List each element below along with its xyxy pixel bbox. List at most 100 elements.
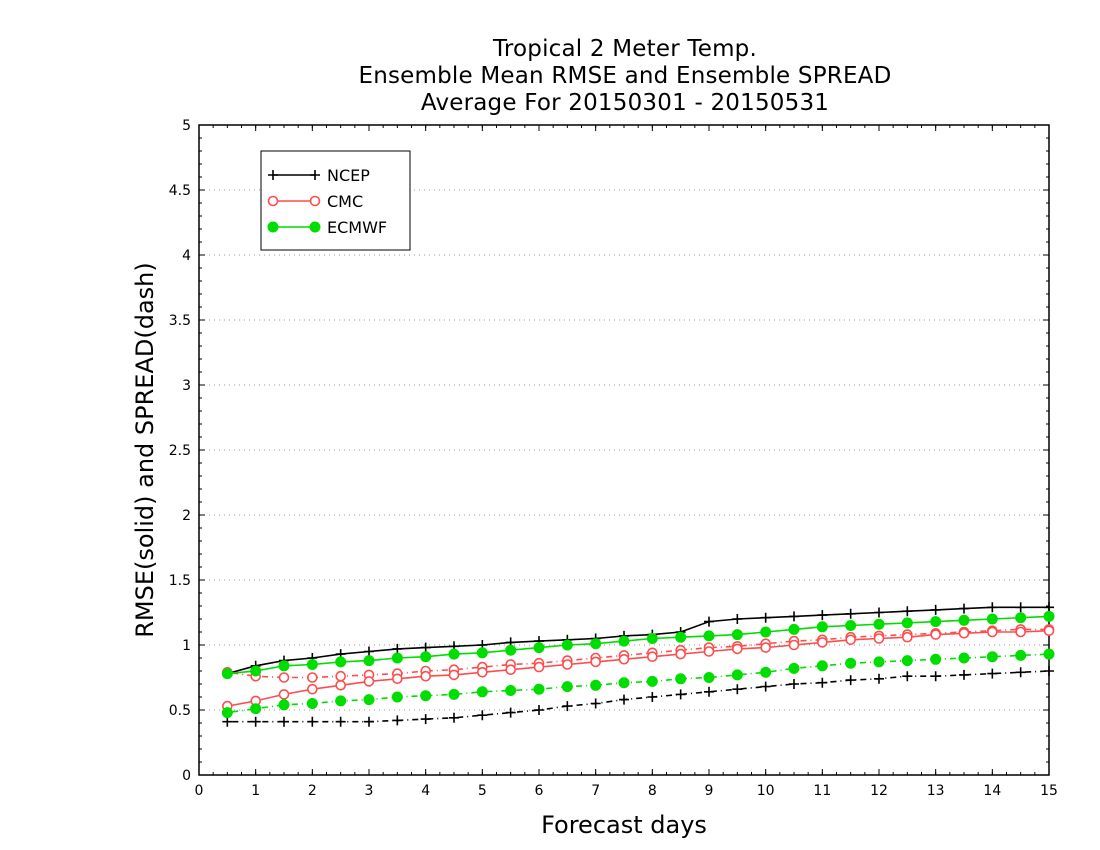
ecmwf-rmse-point: [533, 642, 545, 654]
ncep-spread-point: [420, 714, 431, 725]
ncep-rmse-point: [959, 603, 969, 614]
ncep-rmse-point: [902, 606, 913, 617]
ecmwf-rmse-point: [873, 618, 885, 630]
series-layer: [221, 602, 1055, 727]
legend-marker-cmc: [267, 195, 279, 207]
ecmwf-spread-point: [646, 675, 658, 687]
y-axis-label: RMSE(solid) and SPREAD(dash): [131, 262, 159, 638]
cmc-rmse-point: [1015, 626, 1026, 638]
ecmwf-rmse-point: [816, 621, 828, 633]
cmc-rmse-point: [817, 637, 828, 648]
ncep-rmse-point: [392, 643, 403, 654]
ncep-rmse-point: [732, 614, 743, 624]
ecmwf-spread-point: [533, 683, 545, 695]
cmc-rmse-point: [675, 648, 686, 660]
ecmwf-spread-point: [448, 688, 460, 700]
y-tick-label: 1: [182, 638, 191, 654]
ncep-rmse-point: [817, 610, 828, 621]
series-cmc: [222, 624, 1055, 712]
cmc-rmse-point: [278, 689, 290, 700]
chart-title-line-2: Ensemble Mean RMSE and Ensemble SPREAD: [358, 63, 892, 89]
legend-label-ncep: NCEP: [327, 166, 370, 185]
ecmwf-rmse-point: [675, 631, 687, 643]
ncep-spread-point: [392, 715, 403, 726]
y-tick-label: 5: [182, 118, 191, 134]
ncep-spread-point: [732, 684, 743, 695]
ncep-spread-point: [1015, 667, 1026, 678]
cmc-rmse-point: [958, 627, 970, 639]
cmc-rmse-point: [307, 683, 318, 695]
ecmwf-spread-point: [306, 698, 318, 709]
y-tick-label: 0.5: [169, 703, 191, 719]
x-tick-label: 9: [705, 783, 714, 799]
ncep-spread-point: [789, 679, 799, 689]
ecmwf-spread-point: [561, 681, 573, 693]
ncep-spread-point: [505, 707, 516, 718]
ncep-rmse-point: [420, 642, 431, 653]
ecmwf-spread-point: [420, 690, 432, 702]
chart-title-line-3: Average For 20150301 - 20150531: [420, 90, 830, 116]
ncep-spread-point: [874, 673, 884, 684]
cmc-rmse-point: [703, 646, 715, 657]
ncep-spread-point: [477, 710, 488, 721]
cmc-rmse-line: [227, 629, 1050, 707]
chart-title-line-1: Tropical 2 Meter Temp.: [492, 36, 757, 62]
x-tick-label: 7: [591, 783, 600, 799]
ncep-spread-point: [364, 716, 374, 727]
cmc-rmse-point: [533, 661, 545, 673]
ncep-rmse-point: [1044, 602, 1054, 613]
ecmwf-spread-point: [703, 672, 715, 683]
ncep-spread-point: [250, 716, 261, 727]
y-tick-label: 4.5: [169, 183, 191, 199]
ncep-spread-point: [335, 716, 346, 727]
cmc-spread-line: [227, 628, 1049, 679]
ecmwf-spread-point: [873, 656, 885, 668]
ncep-spread-point: [987, 668, 998, 679]
cmc-rmse-point: [505, 664, 516, 676]
ncep-rmse-point: [874, 607, 884, 618]
ncep-rmse-point: [760, 612, 771, 623]
cmc-rmse-point: [392, 673, 403, 685]
series-ncep: [222, 602, 1054, 727]
cmc-rmse-point: [732, 643, 743, 655]
ecmwf-rmse-point: [1043, 610, 1055, 622]
ecmwf-spread-point: [618, 677, 630, 689]
ncep-spread-point: [845, 675, 856, 686]
cmc-spread-point: [278, 672, 290, 683]
x-tick-label: 4: [421, 783, 430, 799]
y-tick-label: 2: [182, 508, 191, 524]
legend-marker-ecmwf: [309, 221, 321, 233]
legend-label-cmc: CMC: [327, 192, 363, 211]
y-tick-label: 1.5: [169, 573, 191, 589]
cmc-rmse-point: [845, 634, 856, 646]
x-tick-label: 14: [983, 783, 1001, 799]
ecmwf-rmse-point: [278, 660, 290, 672]
ncep-spread-point: [1044, 666, 1054, 676]
ncep-spread-point: [704, 686, 714, 697]
ecmwf-spread-point: [363, 694, 375, 706]
cmc-rmse-point: [618, 653, 630, 665]
ecmwf-rmse-point: [901, 617, 913, 629]
x-tick-label: 5: [478, 783, 487, 799]
ecmwf-rmse-point: [788, 623, 800, 635]
ecmwf-rmse-point: [306, 659, 318, 670]
ncep-spread-point: [817, 677, 828, 688]
cmc-spread-point: [335, 670, 346, 682]
ncep-rmse-point: [364, 646, 374, 657]
ecmwf-spread-point: [250, 703, 262, 715]
ncep-spread-point: [647, 692, 658, 702]
legend-label-ecmwf: ECMWF: [327, 218, 387, 237]
x-tick-label: 10: [757, 783, 775, 799]
ncep-rmse-point: [845, 608, 856, 619]
ecmwf-rmse-point: [250, 665, 262, 677]
ecmwf-rmse-point: [760, 626, 772, 638]
cmc-rmse-point: [930, 629, 941, 640]
y-tick-label: 2.5: [169, 443, 191, 459]
ecmwf-rmse-point: [618, 635, 630, 647]
ncep-spread-point: [449, 712, 459, 723]
ecmwf-spread-point: [476, 686, 488, 698]
ecmwf-rmse-point: [221, 668, 233, 680]
ncep-spread-point: [760, 681, 771, 692]
ecmwf-rmse-point: [363, 655, 375, 667]
